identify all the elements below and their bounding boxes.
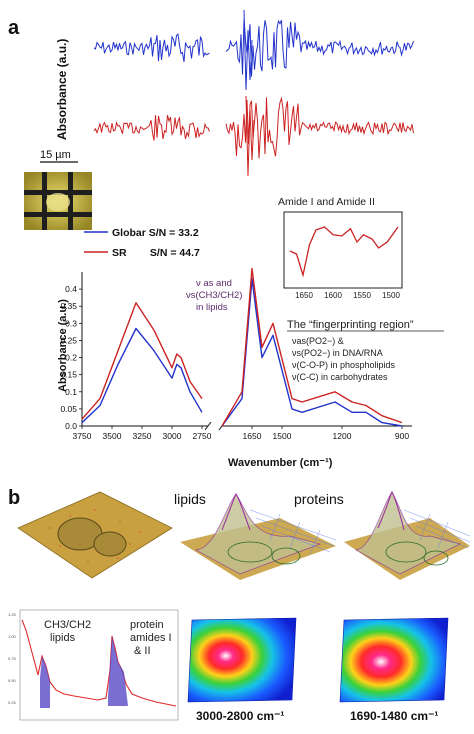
panel-b: b lipids (0, 470, 474, 729)
fingerprint-annotation: The “fingerprinting region” νas(PO2−) & … (287, 319, 444, 382)
spectrum-label-proteins-3: & II (134, 645, 151, 657)
y-tick-label: 0.0 (65, 421, 77, 431)
panel-a-letter: a (8, 17, 20, 39)
fingerprint-line-2: νs(PO2−) in DNA/RNA (292, 348, 383, 358)
series-line-globar-right (221, 278, 403, 427)
main-x-axis-label: Wavenumber (cm⁻¹) (228, 457, 333, 469)
label-proteins: proteins (294, 491, 344, 507)
x-tick-label: 3500 (103, 431, 122, 441)
main-y-axis-label: Absorbance (a.u.) (57, 299, 69, 392)
inset-tick-label: 1600 (324, 291, 342, 300)
y-tick-label: 0.35 (60, 301, 77, 311)
lipid-annotation-line-1: ν as and (196, 278, 232, 289)
y-tick-label: 0.25 (60, 335, 77, 345)
lipid-annotation: ν as and νs(CH3/CH2) in lipids (186, 278, 242, 313)
x-tick-label: 1200 (333, 431, 352, 441)
derivative-trace-left (93, 33, 210, 63)
fingerprint-line-3: ν(C-O-P) in phospholipids (292, 360, 396, 370)
lipid-band-fill (40, 656, 50, 708)
svg-text:0.25: 0.25 (8, 700, 17, 705)
x-tick-label: 2750 (193, 431, 212, 441)
fingerprint-line-4: ν(C-C) in carbohydrates (292, 372, 388, 382)
svg-text:0.75: 0.75 (8, 656, 17, 661)
panel-b-figure: b lipids (8, 487, 471, 723)
inset-tick-label: 1500 (382, 291, 400, 300)
x-tick-label: 1650 (243, 431, 262, 441)
surface-plot-lipids (180, 493, 337, 580)
x-tick-label: 3000 (163, 431, 182, 441)
x-tick-label: 900 (395, 431, 409, 441)
x-tick-label: 3250 (133, 431, 152, 441)
microscope-image (24, 172, 92, 230)
spectrum-label-proteins-2: amides I (130, 632, 172, 644)
y-tick-label: 0.15 (60, 370, 77, 380)
sample-map-flat (17, 491, 173, 579)
fingerprint-line-1: νas(PO2−) & (292, 336, 344, 346)
fingerprint-title: The “fingerprinting region” (287, 319, 414, 331)
spectrum-label-proteins-1: protein (130, 619, 164, 631)
small-spectrum-curve (21, 619, 177, 707)
y-tick-label: 0.1 (65, 387, 77, 397)
series-line-globar-left (81, 327, 203, 424)
svg-text:1.00: 1.00 (8, 634, 17, 639)
inset-title: Amide I and Amide II (278, 196, 375, 208)
legend-globar: Globar S/N = 33.2 (112, 227, 199, 239)
main-chart: 0.0 0.05 0.1 0.15 0.2 0.25 0.3 0.35 0.4 3750 3500 3… (60, 267, 412, 441)
y-tick-label: 0.3 (65, 318, 77, 328)
y-tick-label: 0.05 (60, 404, 77, 414)
range-lipids: 3000-2800 cm⁻¹ (196, 709, 284, 723)
x-tick-label: 3750 (73, 431, 92, 441)
spectrum-label-lipids-1: CH3/CH2 (44, 619, 91, 631)
x-tick-label: 1500 (273, 431, 292, 441)
derivative-spike-globar (243, 9, 253, 91)
scale-bar-label: 15 µm (40, 149, 71, 161)
lipid-annotation-line-3: in lipids (196, 302, 228, 313)
derivative-trace-right (225, 19, 414, 77)
legend: Globar S/N = 33.2 SR S/N = 44.7 (84, 227, 200, 259)
inset-tick-label: 1550 (353, 291, 371, 300)
label-lipids: lipids (174, 491, 206, 507)
range-proteins: 1690-1480 cm⁻¹ (350, 709, 438, 723)
panel-b-letter: b (8, 487, 20, 509)
y-tick-label: 0.4 (65, 284, 77, 294)
inset-tick-label: 1650 (295, 291, 313, 300)
series-line-sr-left (81, 302, 203, 420)
spectrum-label-lipids-2: lipids (50, 632, 76, 644)
inset-box (283, 211, 403, 289)
lipid-annotation-line-2: νs(CH3/CH2) (186, 290, 242, 301)
panel-a: a Absorbance (a.u.) (8, 9, 444, 469)
derivative-trace-right (225, 96, 414, 159)
surface-plot-proteins (344, 490, 471, 580)
heatmap-proteins (339, 617, 449, 703)
panel-a-figure: a Absorbance (a.u.) (8, 9, 444, 469)
derivative-spike-sr (245, 95, 255, 177)
derivative-traces (93, 9, 414, 177)
top-y-axis-label: Absorbance (a.u.) (55, 39, 69, 140)
svg-text:1.25: 1.25 (8, 612, 17, 617)
protein-band-fill (108, 636, 128, 706)
axis-break-mark (204, 421, 212, 431)
series-line-sr-right (221, 267, 403, 427)
svg-text:0.50: 0.50 (8, 678, 17, 683)
legend-sr: SR S/N = 44.7 (112, 247, 200, 259)
inset-ticks: 1650 1600 1550 1500 (295, 291, 400, 300)
y-tick-label: 0.2 (65, 353, 77, 363)
derivative-trace-left (93, 114, 210, 141)
heatmap-lipids (187, 617, 297, 703)
inset-curve (289, 226, 399, 278)
small-spectrum: 1.25 1.00 0.75 0.50 0.25 (8, 609, 179, 721)
